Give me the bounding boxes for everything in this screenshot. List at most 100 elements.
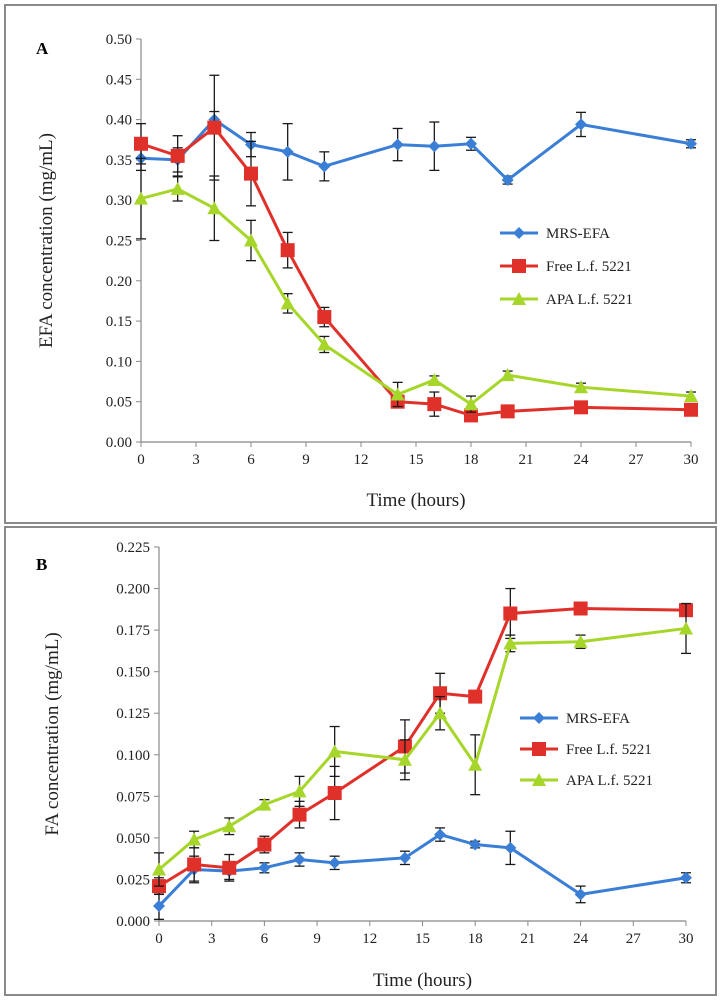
legend-marker bbox=[513, 227, 525, 239]
y-tick-label: 0.200 bbox=[116, 582, 150, 598]
series-free-l-f-5221 bbox=[134, 74, 698, 423]
data-point bbox=[434, 828, 447, 841]
data-point bbox=[397, 752, 412, 766]
panel-label: B bbox=[36, 555, 47, 574]
x-tick-label: 21 bbox=[519, 452, 534, 468]
x-tick-label: 15 bbox=[409, 452, 424, 468]
y-axis-title: EFA concentration (mg/mL) bbox=[36, 133, 57, 348]
x-tick-label: 15 bbox=[415, 931, 430, 947]
data-point bbox=[293, 853, 306, 866]
chart-a-svg: A 0.00 0.05 0.10 0.15 0.20 0.25 0.30 0.35 0.40 0.4… bbox=[36, 32, 699, 511]
chart-b-svg: B 0.000 0.025 0.050 0.075 0.100 0.125 0.150 0.17… bbox=[36, 540, 694, 991]
data-point bbox=[573, 634, 588, 648]
legend-label: APA L.f. 5221 bbox=[566, 773, 653, 789]
data-point bbox=[575, 118, 587, 131]
legend-marker bbox=[512, 292, 526, 305]
data-point bbox=[292, 807, 307, 822]
y-tick-label: 0.15 bbox=[106, 314, 132, 330]
data-point bbox=[428, 140, 441, 153]
x-tick-label: 18 bbox=[464, 452, 479, 468]
data-point bbox=[170, 181, 185, 195]
data-point bbox=[317, 310, 332, 325]
data-point bbox=[427, 397, 442, 412]
data-point bbox=[573, 601, 588, 616]
x-tick-label: 0 bbox=[137, 452, 145, 468]
data-point bbox=[427, 372, 442, 386]
series-line bbox=[158, 626, 687, 871]
data-point bbox=[501, 174, 514, 187]
data-point bbox=[468, 757, 483, 771]
x-tick-label: 9 bbox=[302, 452, 310, 468]
data-point bbox=[574, 888, 587, 901]
data-point bbox=[207, 120, 222, 135]
x-tick-label: 27 bbox=[629, 452, 645, 468]
y-tick-label: 0.025 bbox=[116, 872, 150, 888]
data-point bbox=[187, 832, 202, 846]
x-axis-title: Time (hours) bbox=[373, 970, 472, 991]
x-tick-label: 12 bbox=[354, 452, 369, 468]
series-line bbox=[140, 117, 692, 183]
data-point bbox=[244, 233, 258, 247]
y-tick-label: 0.125 bbox=[116, 706, 150, 722]
x-tick-label: 6 bbox=[247, 452, 255, 468]
chart-panel-a: A 0.00 0.05 0.10 0.15 0.20 0.25 0.30 0.35 0.40 0.4… bbox=[4, 4, 717, 524]
x-tick-label: 3 bbox=[192, 452, 200, 468]
y-tick-label: 0.000 bbox=[116, 914, 150, 930]
y-tick-label: 0.150 bbox=[116, 665, 150, 681]
series-line bbox=[140, 187, 692, 406]
legend-label: MRS-EFA bbox=[566, 711, 630, 727]
legend-label: Free L.f. 5221 bbox=[566, 742, 652, 758]
x-tick-label: 27 bbox=[626, 931, 642, 947]
panel-label: A bbox=[36, 39, 49, 58]
data-point bbox=[391, 138, 404, 151]
data-point bbox=[257, 797, 272, 811]
data-point bbox=[390, 387, 405, 401]
data-point bbox=[170, 148, 185, 163]
legend-marker bbox=[532, 773, 546, 786]
x-axis-title: Time (hours) bbox=[366, 490, 465, 511]
y-tick-label: 0.050 bbox=[116, 831, 150, 847]
x-tick-label: 12 bbox=[362, 931, 377, 947]
legend-marker bbox=[532, 742, 546, 756]
x-tick-label: 30 bbox=[684, 452, 699, 468]
data-point bbox=[281, 145, 294, 158]
data-point bbox=[679, 621, 693, 635]
x-tick-label: 6 bbox=[261, 931, 269, 947]
x-tick-label: 24 bbox=[573, 931, 589, 947]
y-tick-label: 0.175 bbox=[116, 623, 150, 639]
x-tick-label: 30 bbox=[679, 931, 694, 947]
legend-marker bbox=[512, 259, 526, 273]
data-point bbox=[222, 819, 237, 833]
data-point bbox=[500, 404, 515, 419]
data-point bbox=[503, 636, 518, 650]
x-tick-label: 0 bbox=[155, 931, 163, 947]
data-point bbox=[684, 389, 698, 403]
y-tick-label: 0.25 bbox=[106, 234, 132, 250]
series-line bbox=[157, 832, 687, 908]
legend-marker bbox=[533, 712, 545, 724]
y-tick-label: 0.075 bbox=[116, 789, 150, 805]
y-tick-label: 0.40 bbox=[106, 113, 132, 129]
y-tick-label: 0.100 bbox=[116, 748, 150, 764]
x-tick-label: 24 bbox=[574, 452, 590, 468]
data-point bbox=[465, 137, 477, 150]
legend-label: APA L.f. 5221 bbox=[546, 292, 633, 308]
data-point bbox=[680, 871, 692, 884]
x-tick-label: 21 bbox=[520, 931, 535, 947]
data-point bbox=[222, 860, 237, 875]
data-point bbox=[327, 786, 342, 801]
data-point bbox=[327, 744, 342, 758]
series-apa-l-f-5221 bbox=[152, 602, 693, 887]
data-point bbox=[258, 861, 271, 874]
y-tick-label: 0.10 bbox=[106, 354, 132, 370]
data-point bbox=[433, 706, 448, 720]
data-point bbox=[257, 837, 272, 852]
chart-panel-b: B 0.000 0.025 0.050 0.075 0.100 0.125 0.150 0.17… bbox=[4, 526, 717, 996]
y-tick-label: 0.30 bbox=[106, 193, 132, 209]
data-point bbox=[469, 838, 482, 851]
legend-label: Free L.f. 5221 bbox=[546, 259, 632, 275]
y-tick-label: 0.50 bbox=[106, 32, 132, 48]
data-point bbox=[134, 136, 148, 151]
data-point bbox=[328, 856, 341, 869]
data-point bbox=[503, 606, 518, 621]
